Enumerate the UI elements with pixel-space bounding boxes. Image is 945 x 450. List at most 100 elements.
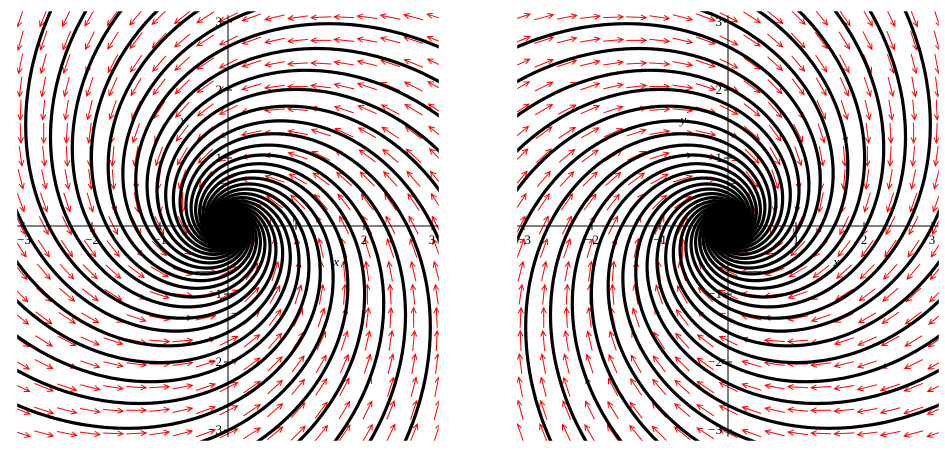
field-arrow — [17, 431, 32, 438]
field-arrow — [909, 192, 918, 213]
field-arrow — [62, 53, 71, 75]
field-arrow — [904, 311, 922, 325]
field-arrow — [696, 357, 714, 371]
field-arrow — [241, 59, 262, 68]
field-arrow — [603, 36, 625, 43]
field-arrow — [151, 11, 167, 26]
field-arrow — [931, 220, 939, 236]
field-arrow — [539, 423, 548, 441]
x-tick-label: 2 — [861, 232, 868, 247]
field-arrow — [410, 423, 419, 441]
field-arrow — [103, 430, 125, 437]
field-arrow — [37, 239, 50, 258]
field-arrow — [403, 81, 423, 92]
field-arrow — [581, 127, 600, 139]
field-arrow — [62, 76, 70, 98]
field-arrow — [64, 145, 71, 168]
field-arrow — [287, 151, 308, 160]
field-arrow — [696, 380, 715, 394]
field-arrow — [695, 59, 717, 68]
field-arrow — [863, 192, 871, 213]
field-arrow — [541, 260, 548, 282]
y-tick-label: −1 — [708, 286, 722, 301]
field-arrow — [17, 53, 24, 75]
field-arrow — [34, 382, 55, 392]
field-arrow — [80, 384, 101, 392]
phase-portrait-right: −3 −2 −1 1 2 3 −3 −2 −1 1 2 3 x y — [485, 0, 945, 450]
field-arrow — [387, 353, 395, 374]
field-arrow — [556, 13, 578, 20]
field-arrow — [107, 31, 119, 50]
field-arrow — [358, 149, 376, 163]
x-tick-label: 2 — [361, 232, 368, 247]
field-arrow — [862, 31, 873, 51]
field-arrow — [833, 337, 854, 346]
field-arrow — [926, 385, 939, 393]
field-arrow — [517, 399, 524, 421]
field-arrow — [839, 11, 851, 27]
field-arrow — [794, 146, 803, 167]
field-arrow — [608, 330, 617, 351]
field-arrow — [534, 81, 554, 92]
field-arrow — [767, 101, 783, 119]
x-tick-label: −1 — [153, 232, 167, 247]
field-arrow — [267, 356, 283, 372]
x-tick-label: 3 — [429, 232, 436, 247]
field-arrow — [626, 37, 648, 44]
field-arrow — [333, 59, 355, 66]
field-arrow — [407, 192, 420, 211]
field-arrow — [310, 128, 331, 137]
field-arrow — [786, 406, 809, 413]
field-arrow — [286, 37, 309, 44]
field-arrow — [243, 427, 262, 440]
field-arrow — [149, 291, 170, 300]
field-arrow — [40, 122, 47, 144]
field-arrow — [906, 263, 921, 281]
field-arrow — [110, 169, 117, 191]
field-arrow — [909, 169, 917, 190]
field-arrow — [607, 400, 619, 420]
field-arrow — [129, 11, 142, 26]
field-arrow — [149, 338, 171, 345]
field-arrow — [559, 170, 575, 187]
field-arrow — [675, 332, 690, 349]
field-arrow — [129, 32, 143, 50]
field-arrow — [339, 215, 350, 235]
field-arrow — [315, 354, 327, 373]
field-arrow — [584, 400, 595, 420]
field-arrow — [605, 171, 622, 187]
field-arrow — [61, 11, 71, 28]
field-arrow — [630, 377, 643, 396]
field-arrow — [908, 216, 919, 236]
field-arrow — [385, 215, 396, 235]
field-arrow — [387, 283, 394, 305]
field-arrow — [106, 240, 120, 258]
field-arrow — [631, 307, 640, 328]
field-arrow — [333, 82, 355, 90]
field-arrow — [741, 382, 762, 391]
field-arrow — [839, 77, 850, 97]
field-arrow — [39, 76, 47, 98]
field-arrow — [269, 284, 281, 304]
y-tick-label: 1 — [216, 150, 223, 165]
field-arrow — [674, 379, 691, 395]
field-arrow — [585, 330, 593, 351]
field-arrow — [103, 361, 124, 369]
field-arrow — [39, 11, 47, 28]
field-arrow — [264, 14, 285, 22]
x-tick-label: −2 — [585, 232, 599, 247]
field-arrow — [562, 353, 570, 374]
field-arrow — [357, 127, 377, 139]
field-arrow — [388, 329, 395, 351]
field-arrow — [83, 240, 97, 258]
field-arrow — [57, 407, 78, 415]
field-arrow — [928, 315, 939, 325]
field-arrow — [17, 11, 24, 28]
field-arrow — [103, 337, 124, 346]
field-arrow — [672, 84, 694, 91]
field-arrow — [930, 244, 939, 258]
field-arrow — [17, 384, 31, 392]
field-arrow — [172, 429, 194, 437]
field-arrow — [219, 382, 239, 393]
field-arrow — [219, 405, 239, 416]
